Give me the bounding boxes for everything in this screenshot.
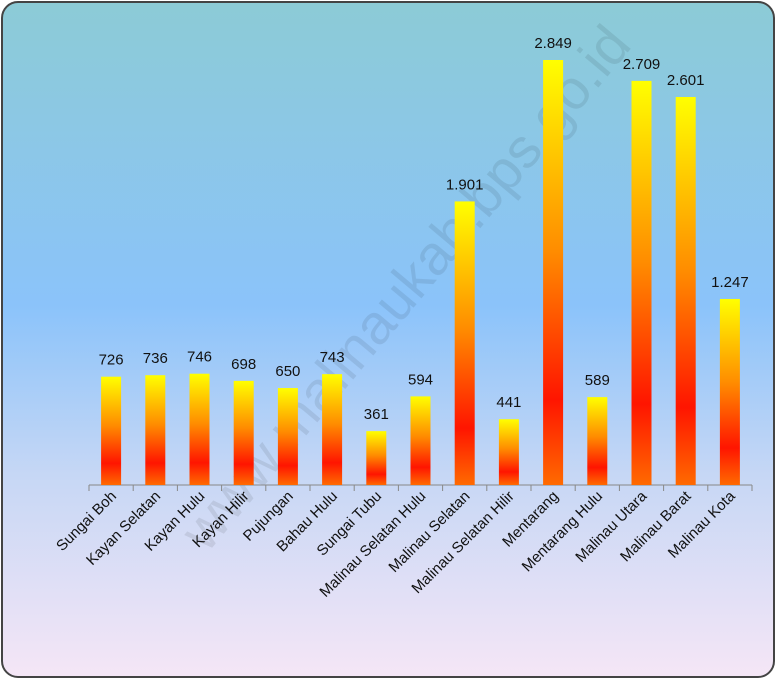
bar [454, 201, 475, 486]
bar [631, 80, 652, 485]
value-label: 594 [408, 371, 433, 388]
bar [498, 419, 519, 485]
value-label: 361 [364, 406, 389, 423]
bar [101, 376, 122, 485]
bar [366, 431, 387, 485]
value-label: 726 [99, 352, 124, 369]
bar [189, 373, 210, 485]
bar [719, 298, 740, 485]
bar [233, 380, 254, 485]
value-label: 1.247 [711, 274, 749, 291]
value-label: 743 [320, 349, 345, 366]
value-label: 589 [585, 372, 610, 389]
bar [322, 374, 343, 485]
bar [277, 388, 298, 485]
value-label: 650 [275, 363, 300, 380]
value-label: 2.601 [667, 72, 705, 89]
value-label: 2.849 [534, 35, 572, 52]
value-label: 736 [143, 350, 168, 367]
bar [587, 397, 608, 485]
value-label: 2.709 [623, 56, 661, 73]
value-label: 746 [187, 349, 212, 366]
value-label: 441 [496, 394, 521, 411]
bar [675, 96, 696, 486]
bar [543, 60, 564, 485]
bar [145, 375, 166, 485]
value-label: 698 [231, 356, 256, 373]
value-label: 1.901 [446, 176, 484, 193]
bar [410, 396, 431, 485]
